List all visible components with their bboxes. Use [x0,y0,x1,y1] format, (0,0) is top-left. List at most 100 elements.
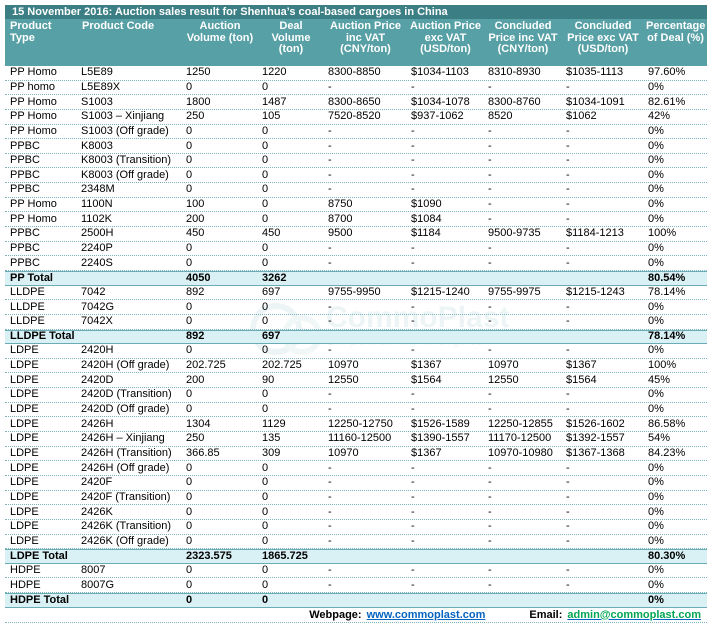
email-label: Email: [529,608,563,621]
cell-percentage-of-deal: 84.23% [648,446,686,459]
table-row: LDPE 2426H – Xinjiang 250 135 11160-12500 $13… [5,432,707,447]
cell-concluded-price-exc-vat: - [566,505,570,518]
cell-auction-price-exc-vat: $1367 [411,446,442,459]
cell-concluded-price-inc-vat: 9500-9735 [488,227,541,240]
cell-auction-volume: 4050 [186,271,211,284]
table-row: LDPE 2426H (Off grade) 0 0 - - - - 0% [5,461,707,476]
cell-percentage-of-deal: 0% [648,168,664,181]
table-row: LDPE 2426K (Transition) 0 0 - - - - 0% [5,520,707,535]
cell-deal-volume: 0 [262,505,269,518]
cell-percentage-of-deal: 0% [648,198,664,211]
cell-auction-price-exc-vat: $937-1062 [411,110,464,123]
cell-percentage-of-deal: 0% [648,315,664,328]
cell-deal-volume: 0 [262,388,269,401]
cell-auction-price-exc-vat: - [411,490,415,503]
cell-auction-price-exc-vat: $1215-1240 [411,285,470,298]
cell-deal-volume: 135 [262,432,281,445]
cell-auction-price-inc-vat: 9500 [328,227,353,240]
cell-auction-price-exc-vat: - [411,461,415,474]
cell-deal-volume: 105 [262,110,281,123]
table-row: LDPE 2420H (Off grade) 202.725 202.725 10970… [5,359,707,374]
cell-concluded-price-inc-vat: - [488,124,492,137]
cell-deal-volume: 0 [262,198,269,211]
cell-product-code: 7042 [81,285,106,298]
email-link[interactable]: admin@commoplast.com [567,608,701,621]
cell-product-code: 2420H (Off grade) [81,359,170,372]
cell-auction-volume: 0 [186,593,193,606]
table-row: PP Homo 1102K 200 0 8700 $1084 - - 0% [5,212,707,228]
cell-product-type: LDPE [10,388,39,401]
cell-concluded-price-inc-vat: - [488,344,492,357]
cell-deal-volume: 0 [262,520,269,533]
cell-concluded-price-exc-vat: - [566,139,570,152]
cell-auction-volume: 0 [186,154,193,167]
cell-auction-volume: 0 [186,564,193,577]
cell-product-type: PPBC [10,256,40,269]
cell-deal-volume: 0 [262,154,269,167]
cell-auction-price-inc-vat: 9755-9950 [328,285,381,298]
cell-concluded-price-exc-vat: - [566,80,570,93]
cell-auction-price-exc-vat: - [411,124,415,137]
cell-product-code: 2240S [81,256,113,269]
cell-deal-volume: 0 [262,490,269,503]
cell-percentage-of-deal: 0% [648,578,664,591]
table-row: PPBC K8003 (Transition) 0 0 - - - - 0% [5,154,707,169]
table-row: PPBC 2240S 0 0 - - - - 0% [5,256,707,271]
cell-concluded-price-inc-vat: - [488,578,492,591]
cell-concluded-price-inc-vat: - [488,183,492,196]
cell-auction-volume: 0 [186,505,193,518]
cell-auction-price-inc-vat: - [328,300,332,313]
cell-deal-volume: 0 [262,476,269,489]
cell-auction-price-inc-vat: 12250-12750 [328,417,393,430]
cell-product-type: PPBC [10,139,40,152]
cell-deal-volume: 697 [262,330,281,343]
cell-concluded-price-inc-vat: - [488,212,492,225]
cell-auction-volume: 1304 [186,417,211,430]
cell-auction-price-inc-vat: - [328,403,332,416]
cell-percentage-of-deal: 0% [648,300,664,313]
column-header-concluded-price-exc-vat: Concluded Price exc VAT (USD/ton) [567,20,639,55]
cell-concluded-price-exc-vat: - [566,476,570,489]
cell-percentage-of-deal: 80.54% [648,271,686,284]
cell-product-type: LDPE [10,534,39,547]
cell-product-code: 1102K [81,212,112,225]
cell-auction-volume: 0 [186,461,193,474]
cell-concluded-price-exc-vat: - [566,183,570,196]
cell-product-type: LDPE [10,344,39,357]
cell-auction-volume: 0 [186,256,193,269]
cell-auction-price-exc-vat: - [411,80,415,93]
cell-concluded-price-exc-vat: - [566,198,570,211]
cell-auction-volume: 0 [186,183,193,196]
cell-deal-volume: 1487 [262,95,287,108]
cell-auction-price-inc-vat: - [328,344,332,357]
cell-product-type: HDPE Total [10,593,70,606]
cell-concluded-price-exc-vat: $1367 [566,359,597,372]
cell-product-type: PPBC [10,227,40,240]
cell-concluded-price-exc-vat: - [566,154,570,167]
cell-percentage-of-deal: 0% [648,388,664,401]
cell-percentage-of-deal: 97.60% [648,66,686,79]
cell-product-code: L5E89 [81,66,113,79]
cell-concluded-price-exc-vat: - [566,344,570,357]
cell-deal-volume: 0 [262,461,269,474]
cell-auction-price-inc-vat: 10970 [328,359,359,372]
cell-auction-price-exc-vat: - [411,300,415,313]
cell-concluded-price-exc-vat: - [566,124,570,137]
cell-concluded-price-exc-vat: $1215-1243 [566,285,625,298]
cell-auction-price-inc-vat: - [328,124,332,137]
cell-auction-price-exc-vat: - [411,403,415,416]
cell-auction-volume: 0 [186,490,193,503]
cell-auction-price-inc-vat: 8300-8650 [328,95,381,108]
cell-deal-volume: 309 [262,446,281,459]
cell-auction-volume: 0 [186,476,193,489]
cell-auction-volume: 0 [186,388,193,401]
table-header-row: Product Type Product Code Auction Volume (… [5,19,707,66]
webpage-link[interactable]: www.commoplast.com [366,608,486,621]
cell-product-type: LDPE [10,490,39,503]
cell-concluded-price-inc-vat: 12250-12855 [488,417,553,430]
cell-concluded-price-exc-vat: - [566,564,570,577]
column-header-auction-price-exc-vat: Auction Price exc VAT (USD/ton) [410,20,481,55]
cell-product-type: PPBC [10,154,40,167]
cell-concluded-price-inc-vat: - [488,154,492,167]
cell-concluded-price-exc-vat: $1034-1091 [566,95,625,108]
